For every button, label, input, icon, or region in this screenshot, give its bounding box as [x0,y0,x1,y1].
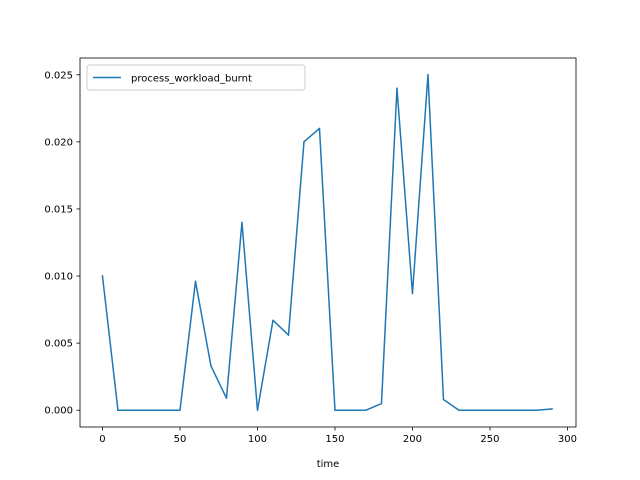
x-axis-label: time [317,459,340,470]
data-point [256,409,259,411]
plot-area [101,74,553,411]
legend: process_workload_burnt [86,64,306,91]
legend-label: process_workload_burnt [131,74,252,85]
x-tick-label: 50 [174,434,187,445]
y-tick-label: 0.005 [44,339,73,350]
data-point [210,365,212,367]
data-point [473,409,476,411]
data-point [241,221,243,224]
y-tick-label: 0.020 [44,137,73,148]
data-point [318,127,321,130]
x-tick-label: 150 [325,434,344,445]
data-point [365,409,367,411]
data-point [117,409,119,411]
data-point [396,87,398,89]
axes-frame [79,57,577,428]
data-point [489,409,491,411]
data-point [380,402,383,405]
data-point [427,74,429,76]
data-point [287,334,290,336]
legend-box [86,64,306,91]
x-tick-label: 300 [558,434,577,445]
y-tick-label: 0.015 [44,204,73,215]
data-point [411,292,414,295]
data-point [303,141,305,143]
x-tick-label: 0 [99,434,105,445]
y-tick-label: 0.010 [44,272,73,283]
y-tick-label: 0.000 [44,406,73,417]
x-tick-label: 250 [480,434,499,445]
data-point [442,398,445,401]
data-point [148,409,150,411]
data-point [334,409,336,411]
x-tick-label: 100 [248,434,267,445]
data-point [194,280,197,283]
data-point [520,409,522,411]
data-point [535,409,538,411]
data-point [179,409,181,411]
data-point [101,275,104,277]
axis-ticks: 0 50 100 150 200 250 300 0.000 0.005 0.010 0.015 0.… [44,70,577,445]
data-point [272,319,274,322]
data-point [504,409,507,411]
y-tick-label: 0.025 [44,70,73,81]
series-line-0 [101,74,553,411]
data-point [458,409,460,411]
data-point [225,397,228,399]
data-point [132,409,135,411]
data-point [163,409,166,411]
data-point [349,409,352,411]
x-tick-label: 200 [403,434,422,445]
data-point [551,408,553,410]
